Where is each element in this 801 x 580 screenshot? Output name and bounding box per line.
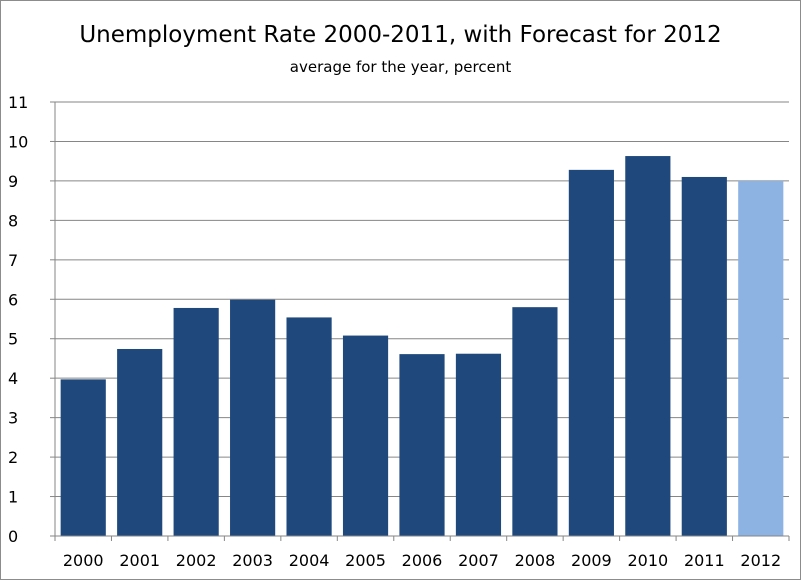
x-tick-label: 2001 [119,551,160,570]
bar-2009 [568,169,614,536]
y-tick-label: 3 [8,409,18,428]
x-tick-label: 2000 [63,551,104,570]
y-tick-label: 10 [8,132,28,151]
bar-2007 [455,353,502,536]
y-tick-label: 8 [8,211,18,230]
x-tick-label: 2009 [571,551,612,570]
x-tick-label: 2010 [627,551,668,570]
bar-2011 [681,176,727,537]
bar-2008 [512,307,558,536]
chart-subtitle: average for the year, percent [289,58,512,76]
x-tick-label: 2004 [289,551,330,570]
y-tick-label: 2 [8,448,18,467]
x-tick-label: 2012 [740,551,781,570]
y-tick-label: 5 [8,330,18,349]
bars [60,156,784,537]
x-tick-labels: 2000 2001 2002 2003 2004 2005 2006 2007 2008 2009… [63,551,781,570]
y-tick-label: 4 [8,369,18,388]
y-tick-label: 9 [8,172,18,191]
x-tick-label: 2007 [458,551,499,570]
y-tick-labels: 0 1 2 3 4 5 6 7 8 9 10 11 [8,93,28,546]
x-tick-label: 2008 [515,551,556,570]
bar-2006 [399,354,445,536]
bar-2001 [117,348,163,536]
bar-2004 [286,317,332,536]
axes [50,101,790,541]
x-tick-label: 2002 [176,551,217,570]
x-tick-label: 2003 [232,551,273,570]
x-tick-label: 2011 [684,551,725,570]
bar-2000 [60,379,106,536]
x-tick-label: 2005 [345,551,386,570]
y-tick-label: 0 [8,527,18,546]
x-tick-label: 2006 [402,551,443,570]
bar-2002 [173,307,219,536]
bar-forecast-2012 [738,180,784,536]
y-tick-label: 1 [8,488,18,507]
bar-2005 [342,335,389,536]
bar-2003 [230,299,276,536]
bar-2010 [625,156,671,536]
y-tick-label: 11 [8,93,28,112]
chart-title: Unemployment Rate 2000-2011, with Foreca… [79,22,722,48]
y-tick-label: 7 [8,251,18,270]
y-tick-label: 6 [8,290,18,309]
